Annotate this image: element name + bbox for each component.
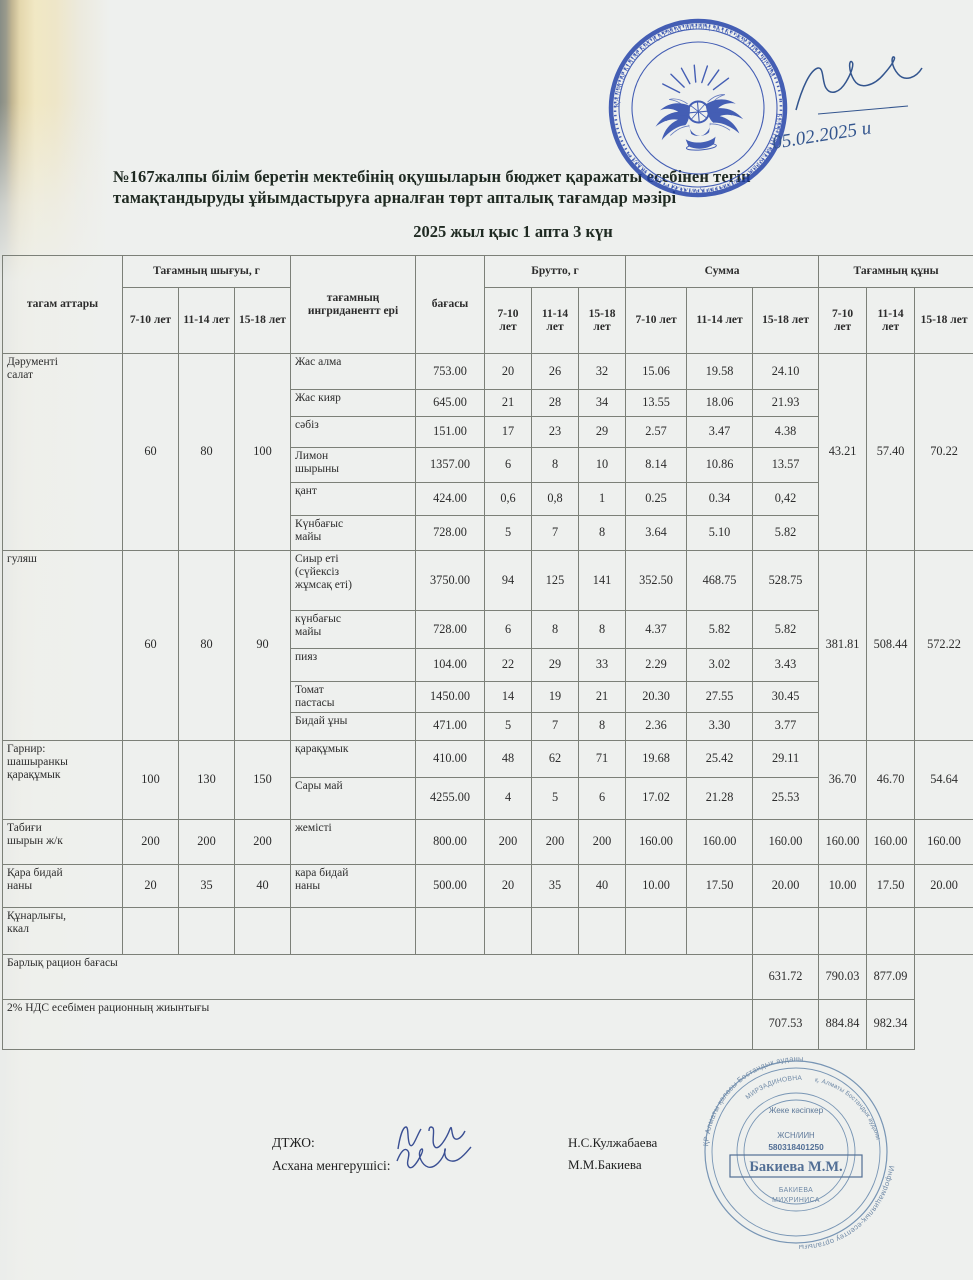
- svg-text:580318401250: 580318401250: [768, 1142, 824, 1152]
- svg-text:БЕРЕТІН МЕКТЕП * АЛМАТЫ ҚАЛАСЫ: БЕРЕТІН МЕКТЕП * АЛМАТЫ ҚАЛАСЫ * 2004 ЖЫ…: [622, 112, 790, 202]
- svg-text:ҚАЛАСЫ БІЛІМ БАСҚАРМАСЫНЫҢ №16: ҚАЛАСЫ БІЛІМ БАСҚАРМАСЫНЫҢ №167 ЖАЛПЫ БІ…: [605, 15, 779, 108]
- svg-text:БАКИЕВА: БАКИЕВА: [779, 1187, 813, 1194]
- svg-text:Жеке кәсіпкер: Жеке кәсіпкер: [769, 1105, 824, 1115]
- svg-text:ЖСН/ИИН: ЖСН/ИИН: [777, 1131, 814, 1140]
- svg-text:Бакиева М.М.: Бакиева М.М.: [749, 1159, 842, 1175]
- svg-text:МИХРИНИСА: МИХРИНИСА: [772, 1197, 820, 1204]
